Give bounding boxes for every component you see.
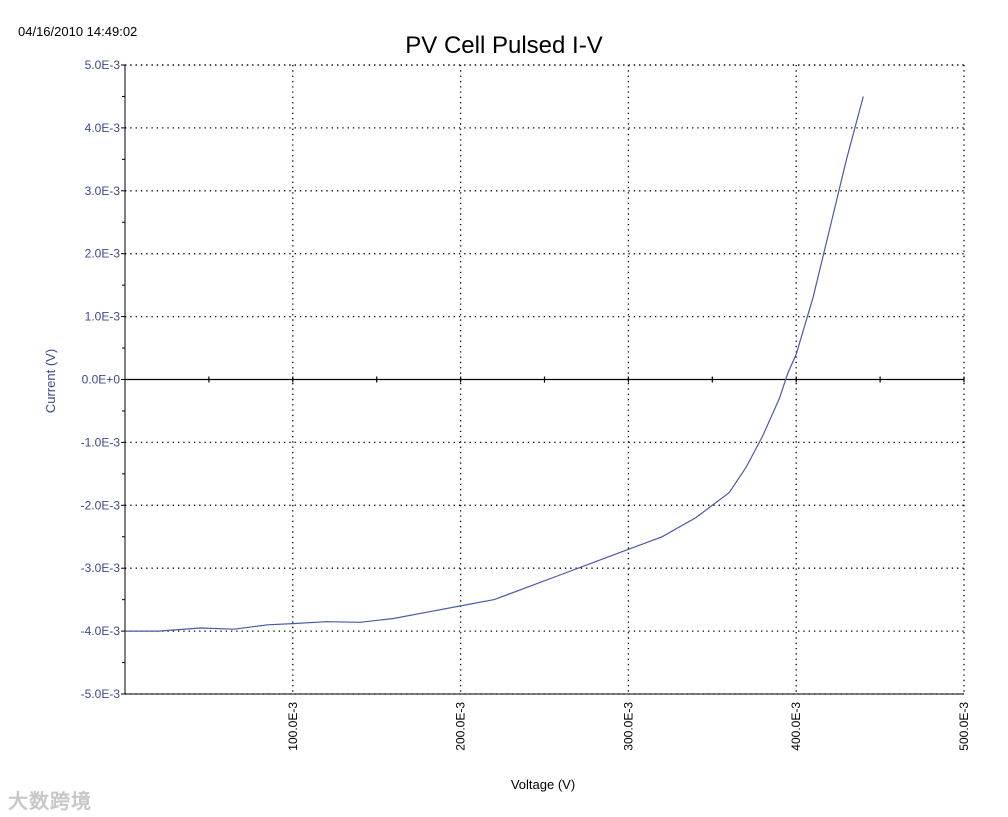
y-tick-label: -4.0E-3 (81, 624, 121, 638)
y-axis-title: Current (V) (43, 349, 58, 413)
axes (121, 64, 965, 695)
timestamp: 04/16/2010 14:49:02 (18, 24, 138, 39)
y-tick-label: 5.0E-3 (85, 58, 121, 72)
y-tick-labels: 5.0E-3 4.0E-3 3.0E-3 2.0E-3 1.0E-3 0.0E+0 -1.0… (81, 58, 121, 701)
y-tick-label: -2.0E-3 (81, 498, 121, 512)
y-tick-label: -5.0E-3 (81, 687, 121, 701)
watermark-logo: 大数跨境 (8, 791, 92, 813)
x-tick-label: 300.0E-3 (621, 702, 635, 751)
y-tick-label: 2.0E-3 (85, 247, 121, 261)
x-tick-labels: 100.0E-3 200.0E-3 300.0E-3 400.0E-3 500.0E-3 (286, 702, 971, 751)
x-tick-label: 100.0E-3 (286, 702, 300, 751)
y-tick-label: 0.0E+0 (82, 373, 121, 387)
y-tick-label: 4.0E-3 (85, 121, 121, 135)
x-tick-label: 500.0E-3 (957, 702, 971, 751)
x-tick-label: 200.0E-3 (454, 702, 468, 751)
y-tick-label: 1.0E-3 (85, 310, 121, 324)
y-tick-label: 3.0E-3 (85, 184, 121, 198)
x-tick-label: 400.0E-3 (789, 702, 803, 751)
iv-curve-line (125, 96, 864, 632)
chart-title: PV Cell Pulsed I-V (405, 32, 603, 59)
x-axis-title: Voltage (V) (511, 777, 575, 792)
y-tick-label: -1.0E-3 (81, 435, 121, 449)
y-tick-label: -3.0E-3 (81, 561, 121, 575)
